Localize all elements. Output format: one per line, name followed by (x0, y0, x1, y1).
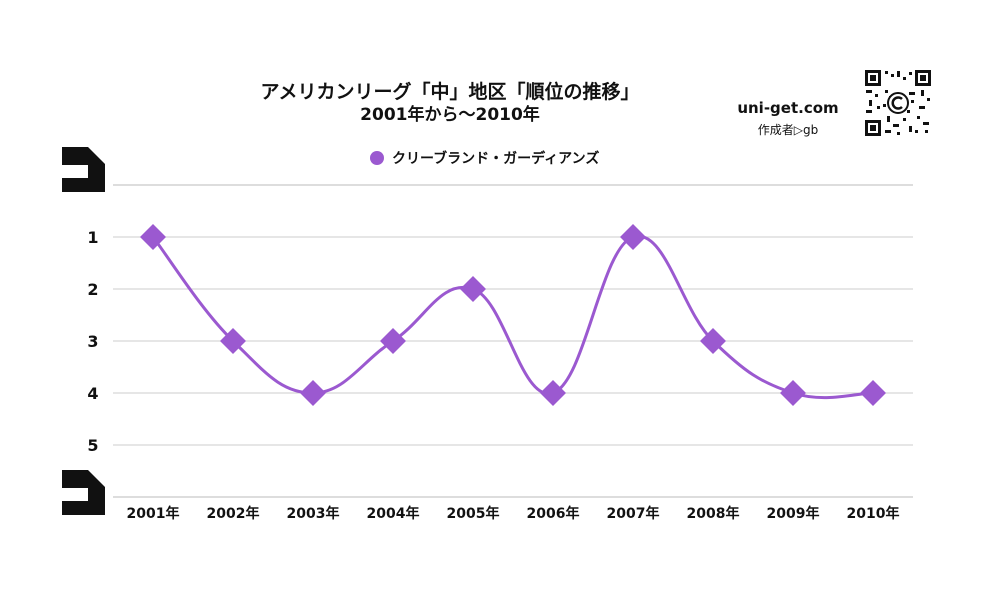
y-tick-label: 1 (87, 228, 98, 247)
data-point-marker (700, 328, 726, 354)
series-line (151, 234, 874, 400)
qr-code-icon (863, 68, 933, 138)
data-point-marker (300, 380, 326, 406)
x-tick-label: 2006年 (527, 505, 580, 522)
x-tick-label: 2004年 (367, 505, 420, 522)
data-point-marker (220, 328, 246, 354)
brand-site: uni-get.com (737, 99, 839, 117)
x-tick-label: 2002年 (207, 505, 260, 522)
x-tick-label: 2010年 (847, 505, 900, 522)
x-tick-label: 2001年 (127, 505, 180, 522)
legend-label-series-1: クリーブランド・ガーディアンズ (392, 151, 600, 167)
x-tick-label: 2007年 (607, 505, 660, 522)
data-point-marker (460, 276, 486, 302)
corner-bracket-icon (62, 470, 105, 515)
title-block: アメリカンリーグ「中」地区「順位の推移」 2001年から〜2010年 (240, 80, 660, 126)
data-point-marker (140, 224, 166, 250)
data-point-marker (620, 224, 646, 250)
y-tick-label: 4 (87, 384, 98, 403)
x-tick-label: 2003年 (287, 505, 340, 522)
brand-block: uni-get.com 作成者▷gb (728, 99, 848, 138)
data-point-marker (380, 328, 406, 354)
brand-author: 作成者▷gb (757, 123, 819, 137)
corner-bracket-icon (62, 147, 105, 192)
data-point-marker (540, 380, 566, 406)
chart-legend: クリーブランド・ガーディアンズ (370, 148, 599, 168)
chart-subtitle: 2001年から〜2010年 (360, 105, 540, 125)
x-tick-label: 2009年 (767, 505, 820, 522)
legend-marker (370, 151, 384, 165)
y-tick-label: 3 (87, 332, 98, 351)
data-point-marker (780, 380, 806, 406)
y-tick-label: 2 (87, 280, 98, 299)
data-point-marker (860, 380, 886, 406)
chart-title: アメリカンリーグ「中」地区「順位の推移」 (260, 81, 640, 103)
x-tick-label: 2008年 (687, 505, 740, 522)
x-tick-label: 2005年 (447, 505, 500, 522)
y-tick-label: 5 (87, 436, 98, 455)
